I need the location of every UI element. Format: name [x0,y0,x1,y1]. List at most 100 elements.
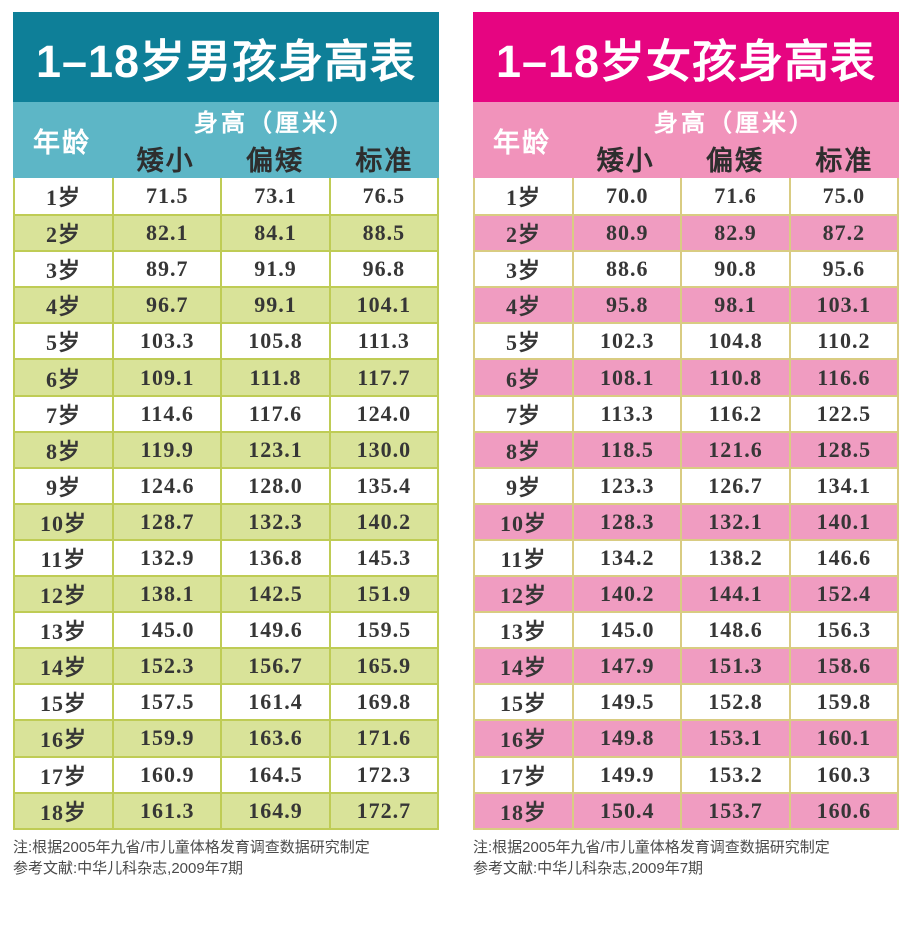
height-value-cell: 159.9 [112,719,221,756]
height-value-cell: 152.3 [112,647,221,684]
table-row: 6岁 109.1 111.8 117.7 [15,358,437,395]
height-value-cell: 159.8 [788,683,897,720]
height-value-cell: 114.6 [112,394,221,431]
height-value-cell: 149.5 [572,683,681,720]
age-cell: 13岁 [475,611,573,647]
height-value-cell: 148.6 [680,611,789,648]
age-cell: 14岁 [15,647,113,683]
height-value-cell: 140.2 [572,575,681,612]
height-unit-header: 身高（厘米） [193,111,356,137]
age-cell: 16岁 [475,719,573,755]
age-column-header: 年龄 [492,127,551,158]
table-row: 8岁 118.5 121.6 128.5 [475,430,897,467]
height-value-cell: 117.6 [220,394,329,431]
boys-table-notes: 注:根据2005年九省/市儿童体格发育调查数据研究制定 参考文献:中华儿科杂志,… [13,837,439,881]
height-value-cell: 138.1 [112,575,221,612]
age-column-header: 年龄 [32,127,91,158]
height-value-cell: 109.1 [112,358,221,395]
table-row: 3岁 89.7 91.9 96.8 [15,250,437,287]
height-value-cell: 71.6 [680,178,788,215]
height-value-cell: 172.3 [328,755,437,792]
age-cell: 12岁 [475,575,573,611]
height-value-cell: 140.2 [328,502,437,539]
table-row: 12岁 140.2 144.1 152.4 [475,575,897,612]
table-row: 13岁 145.0 149.6 159.5 [15,611,437,648]
table-row: 17岁 149.9 153.2 160.3 [475,755,897,792]
height-value-cell: 172.7 [328,791,437,828]
col-header-below-average: 偏矮 [705,146,764,176]
height-value-cell: 156.3 [788,611,897,648]
age-cell: 12岁 [15,575,113,611]
age-cell: 6岁 [475,358,573,394]
height-value-cell: 122.5 [788,394,897,431]
age-cell: 7岁 [475,394,573,431]
height-value-cell: 119.9 [112,430,221,467]
age-cell: 5岁 [15,322,113,358]
table-row: 16岁 149.8 153.1 160.1 [475,719,897,756]
age-cell: 2岁 [15,214,113,250]
height-value-cell: 128.5 [788,430,897,467]
note-line-source: 注:根据2005年九省/市儿童体格发育调查数据研究制定 [13,838,370,856]
boys-table-header: 年龄 身高（厘米） 矮小 偏矮 标准 [13,102,439,178]
age-cell: 4岁 [15,286,113,322]
height-value-cell: 90.8 [680,250,789,287]
height-value-cell: 152.8 [680,683,789,720]
height-value-cell: 80.9 [572,214,681,251]
height-value-cell: 145.3 [328,538,437,576]
age-cell: 18岁 [15,791,113,828]
height-value-cell: 160.3 [788,755,897,792]
height-value-cell: 149.6 [220,611,329,648]
height-value-cell: 134.1 [788,466,897,503]
table-row: 7岁 114.6 117.6 124.0 [15,394,437,431]
height-value-cell: 117.7 [328,358,437,395]
height-value-cell: 96.7 [112,286,221,323]
height-value-cell: 152.4 [788,575,897,612]
height-value-cell: 121.6 [680,430,789,467]
height-value-cell: 113.3 [572,394,681,431]
table-row: 1岁 71.5 73.1 76.5 [15,178,437,215]
col-header-standard: 标准 [355,146,414,176]
age-cell: 7岁 [15,394,113,431]
table-row: 1岁 70.0 71.6 75.0 [475,178,897,215]
col-header-short: 矮小 [136,146,195,176]
table-row: 14岁 152.3 156.7 165.9 [15,647,437,684]
height-value-cell: 128.7 [112,502,221,539]
height-value-cell: 130.0 [328,430,437,467]
height-value-cell: 140.1 [788,502,897,539]
age-cell: 9岁 [15,466,113,503]
height-value-cell: 160.6 [788,791,897,828]
girls-table-notes: 注:根据2005年九省/市儿童体格发育调查数据研究制定 参考文献:中华儿科杂志,… [473,837,899,881]
age-cell: 8岁 [475,430,573,467]
age-cell: 6岁 [15,358,113,394]
height-value-cell: 134.2 [572,538,681,576]
table-row: 11岁 132.9 136.8 145.3 [15,538,437,576]
note-line-reference: 参考文献:中华儿科杂志,2009年7期 [473,860,704,878]
age-cell: 10岁 [475,502,573,539]
height-value-cell: 153.2 [680,755,789,792]
height-value-cell: 71.5 [112,178,220,215]
height-value-cell: 165.9 [328,647,437,684]
subcolumn-headers: 矮小 偏矮 标准 [571,139,899,178]
table-row: 9岁 124.6 128.0 135.4 [15,466,437,503]
col-header-standard: 标准 [815,146,874,176]
table-row: 7岁 113.3 116.2 122.5 [475,394,897,431]
height-value-cell: 158.6 [788,647,897,684]
age-cell: 5岁 [475,322,573,358]
height-value-cell: 145.0 [572,611,681,648]
table-row: 2岁 80.9 82.9 87.2 [475,214,897,251]
height-header-group: 身高（厘米） 矮小 偏矮 标准 [111,102,439,178]
height-value-cell: 89.7 [112,250,221,287]
height-value-cell: 91.9 [220,250,329,287]
height-value-cell: 145.0 [112,611,221,648]
height-value-cell: 123.3 [572,466,681,503]
girls-table-header: 年龄 身高（厘米） 矮小 偏矮 标准 [473,102,899,178]
height-value-cell: 164.5 [220,755,329,792]
height-value-cell: 87.2 [788,214,897,251]
height-value-cell: 124.0 [328,394,437,431]
height-value-cell: 171.6 [328,719,437,756]
table-row: 10岁 128.7 132.3 140.2 [15,502,437,539]
height-header-group: 身高（厘米） 矮小 偏矮 标准 [571,102,899,178]
age-cell: 15岁 [475,683,573,719]
height-value-cell: 82.9 [680,214,789,251]
height-value-cell: 149.8 [572,719,681,756]
